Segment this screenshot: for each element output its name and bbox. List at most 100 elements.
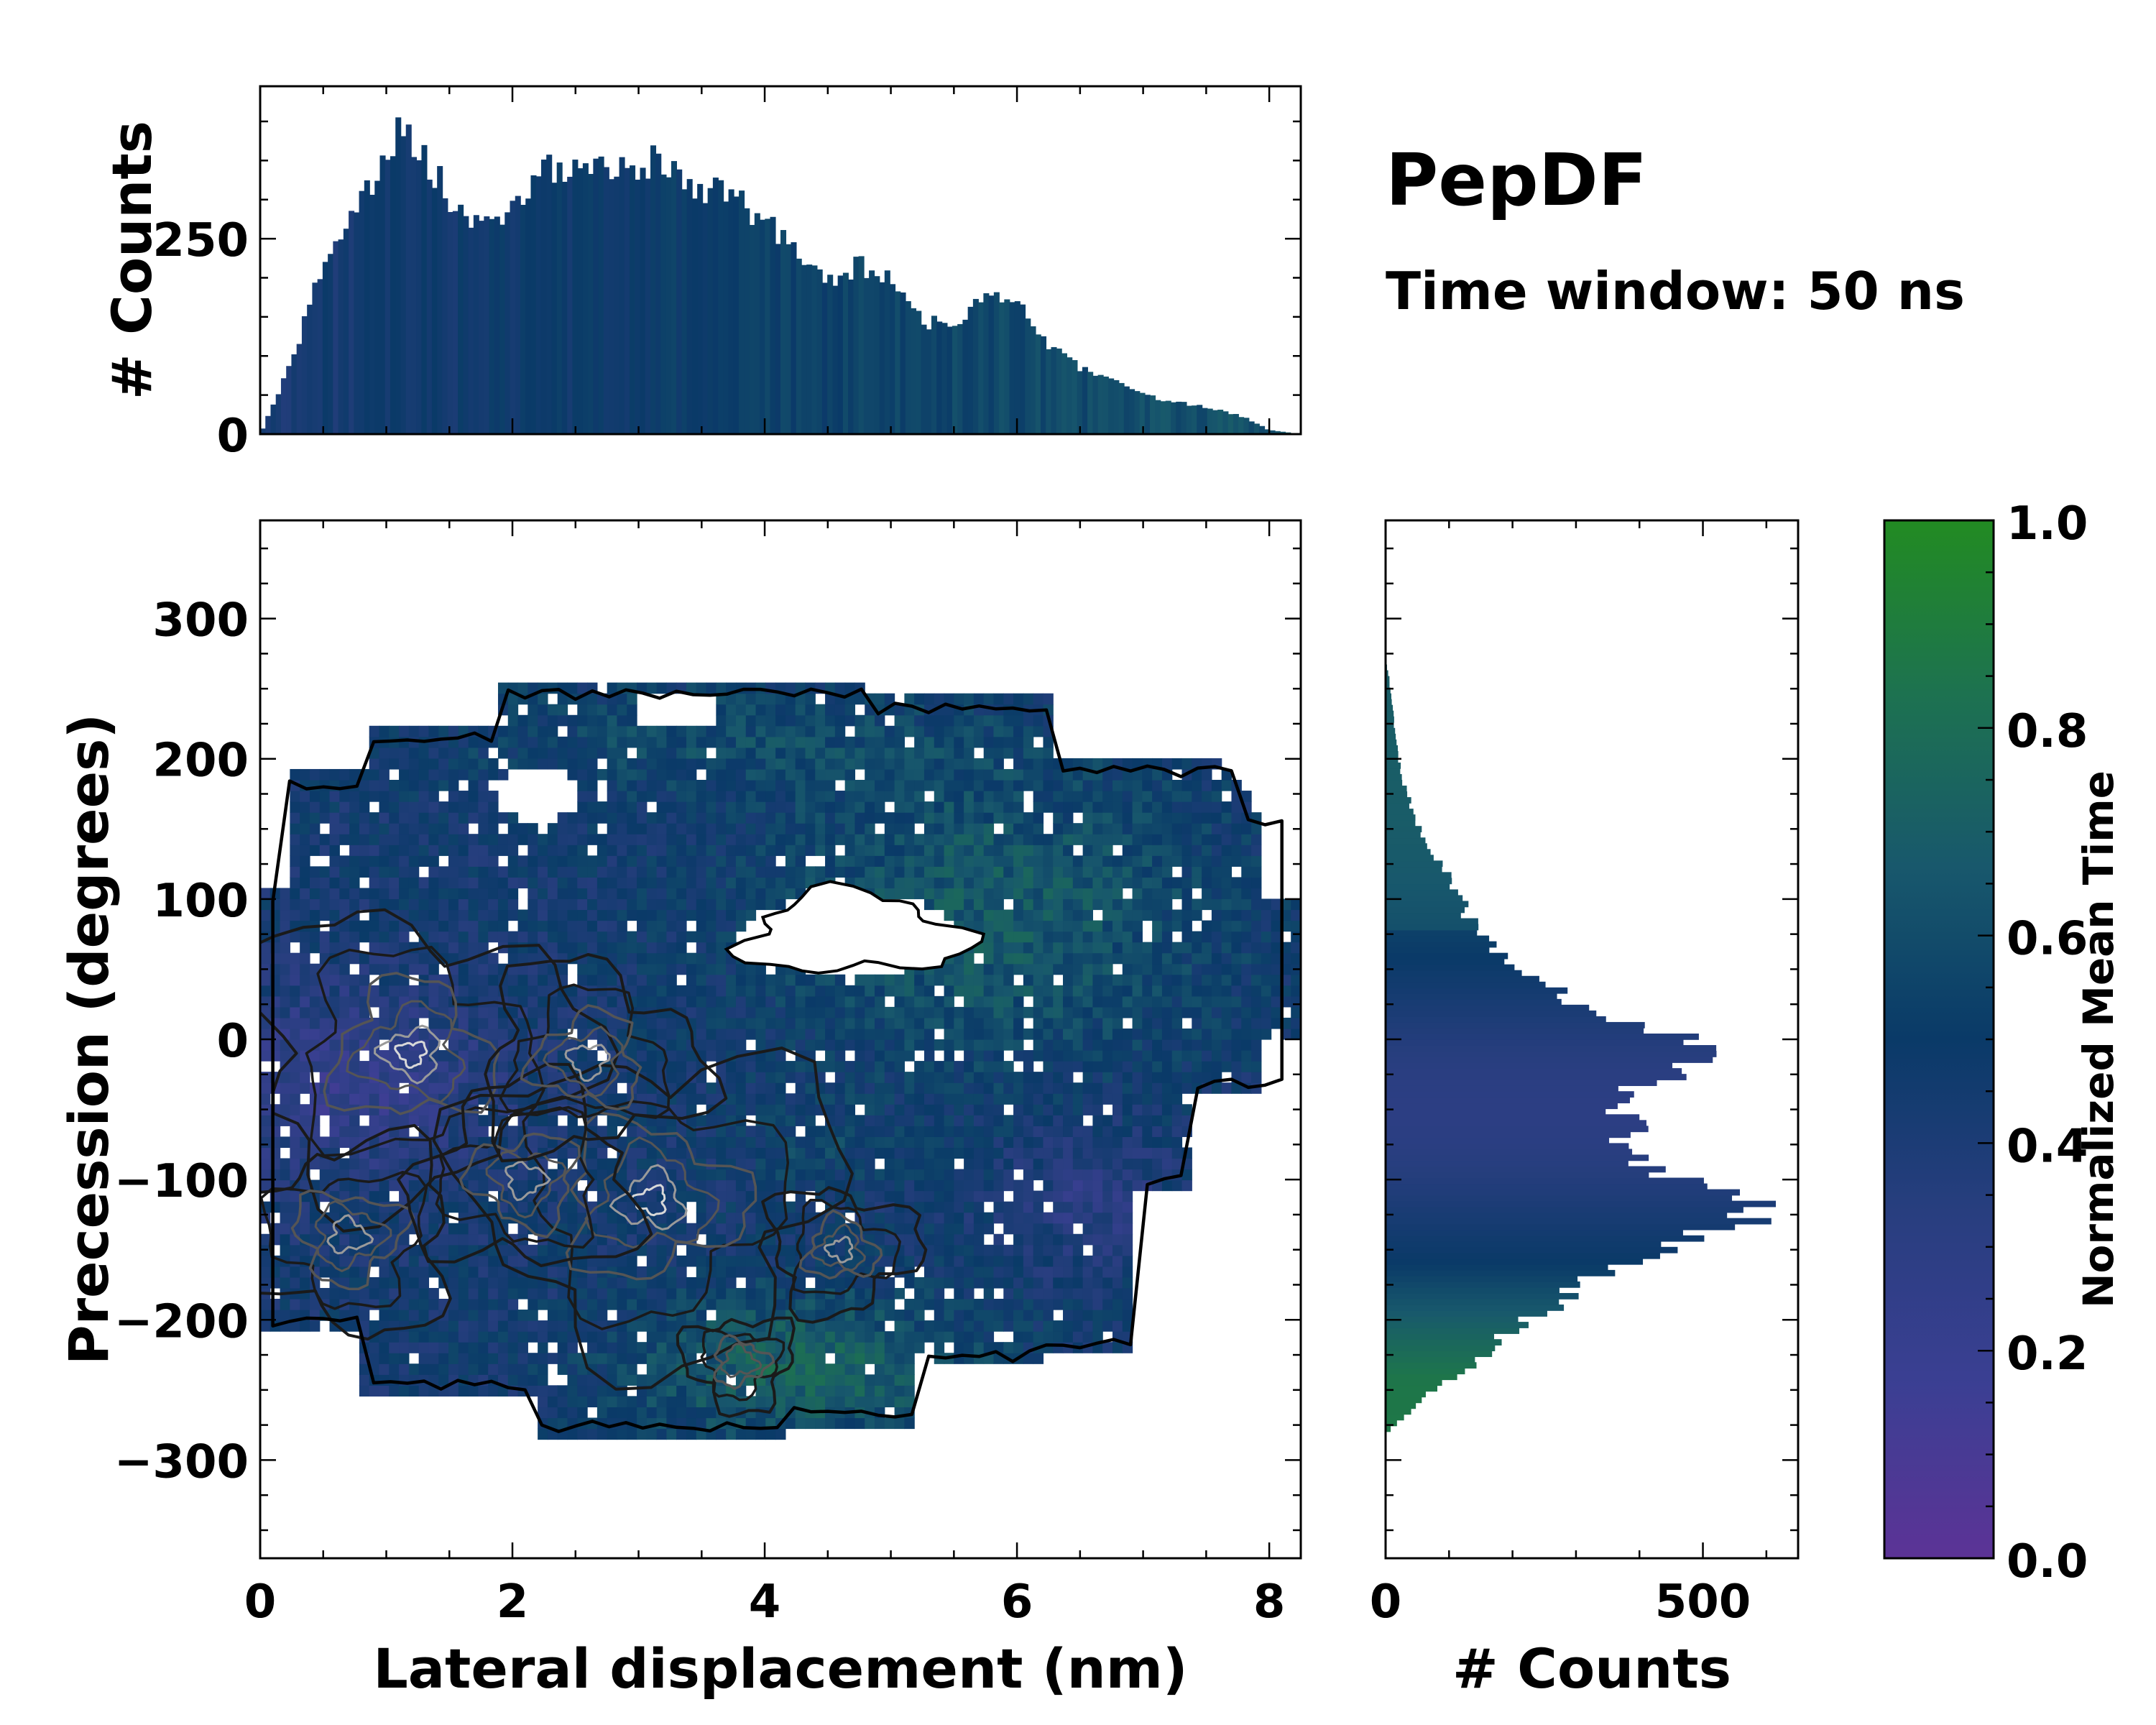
heatmap-cell	[726, 1299, 737, 1310]
top-histogram-bar	[390, 156, 397, 435]
heatmap-cell	[587, 693, 598, 705]
heatmap-cell	[280, 1276, 290, 1289]
heatmap-cell	[775, 1276, 786, 1289]
heatmap-cell	[944, 1050, 954, 1062]
heatmap-cell	[765, 823, 776, 834]
heatmap-cell	[944, 1017, 954, 1029]
heatmap-cell	[517, 1320, 528, 1332]
heatmap-cell	[627, 1407, 637, 1419]
heatmap-cell	[627, 1428, 637, 1440]
heatmap-cell	[339, 963, 350, 975]
heatmap-cell	[775, 823, 786, 834]
heatmap-cell	[448, 1233, 459, 1246]
heatmap-cell	[676, 1072, 687, 1083]
heatmap-cell	[716, 1039, 727, 1051]
heatmap-cell	[706, 942, 717, 954]
heatmap-cell	[964, 1287, 975, 1300]
heatmap-cell	[538, 693, 548, 705]
heatmap-cell	[923, 1039, 935, 1051]
heatmap-cell	[488, 1363, 499, 1375]
heatmap-cell	[538, 1396, 548, 1408]
heatmap-cell	[775, 1299, 786, 1310]
heatmap-cell	[497, 1374, 509, 1386]
heatmap-cell	[825, 1028, 836, 1040]
heatmap-cell	[448, 1299, 459, 1310]
heatmap-cell	[517, 974, 528, 986]
heatmap-cell	[617, 1331, 627, 1343]
top-histogram-bar	[510, 201, 516, 434]
heatmap-cell	[666, 1342, 677, 1353]
heatmap-cell	[964, 714, 975, 727]
heatmap-cell	[448, 1179, 459, 1192]
heatmap-cell	[587, 1331, 598, 1343]
heatmap-cell	[983, 1179, 995, 1192]
heatmap-cell	[993, 801, 1004, 813]
heatmap-cell	[904, 747, 915, 759]
heatmap-cell	[934, 1147, 945, 1159]
top-histogram-bar	[744, 208, 750, 434]
heatmap-cell	[745, 1266, 757, 1278]
heatmap-cell	[359, 1028, 370, 1040]
top-histogram-bar	[489, 218, 495, 434]
heatmap-cell	[716, 812, 727, 824]
heatmap-cell	[488, 1342, 499, 1353]
heatmap-cell	[1043, 952, 1054, 965]
heatmap-cell	[805, 866, 816, 878]
heatmap-cell	[567, 1342, 578, 1353]
heatmap-cell	[834, 985, 846, 997]
top-histogram-ytick-label: 250	[152, 214, 249, 267]
heatmap-cell	[795, 877, 806, 889]
heatmap-cell	[587, 1342, 598, 1353]
heatmap-cell	[716, 952, 727, 965]
heatmap-cell	[399, 1331, 410, 1343]
heatmap-cell	[339, 801, 350, 813]
heatmap-cell	[904, 1374, 915, 1386]
heatmap-cell	[834, 736, 846, 748]
top-histogram-bar	[858, 256, 865, 434]
heatmap-cell	[834, 1244, 846, 1256]
heatmap-cell	[379, 995, 390, 1008]
heatmap-cell	[825, 1104, 836, 1116]
heatmap-cell	[1043, 1276, 1054, 1289]
heatmap-cell	[775, 1082, 786, 1094]
heatmap-cell	[676, 1255, 687, 1267]
heatmap-cell	[656, 736, 668, 748]
heatmap-cell	[993, 974, 1004, 986]
heatmap-cell	[319, 1223, 331, 1235]
heatmap-cell	[646, 1299, 658, 1310]
heatmap-cell	[716, 1223, 727, 1235]
heatmap-cell	[418, 1363, 430, 1375]
top-histogram-bar	[1144, 395, 1151, 434]
heatmap-cell	[894, 1006, 905, 1018]
top-histogram-bar	[837, 275, 844, 434]
heatmap-cell	[815, 714, 826, 727]
heatmap-cell	[617, 747, 627, 759]
heatmap-cell	[755, 1061, 766, 1072]
heatmap-cell	[785, 1061, 796, 1072]
heatmap-cell	[369, 1299, 380, 1310]
heatmap-cell	[666, 1212, 677, 1224]
heatmap-cell	[834, 1061, 846, 1072]
top-histogram-bar	[322, 262, 328, 434]
heatmap-cell	[1003, 1126, 1014, 1137]
heatmap-cell	[954, 736, 964, 748]
heatmap-cell	[260, 1093, 271, 1105]
heatmap-cell	[944, 758, 954, 770]
heatmap-cell	[596, 812, 608, 824]
heatmap-cell	[468, 1287, 479, 1300]
heatmap-cell	[1053, 1147, 1064, 1159]
heatmap-cell	[468, 1320, 479, 1332]
heatmap-cell	[488, 866, 499, 878]
heatmap-cell	[923, 877, 935, 889]
heatmap-cell	[666, 1136, 677, 1149]
heatmap-cell	[359, 1310, 370, 1321]
heatmap-cell	[1003, 888, 1014, 900]
heatmap-cell	[646, 1342, 658, 1353]
heatmap-cell	[696, 1115, 707, 1126]
heatmap-cell	[468, 1331, 479, 1343]
heatmap-cell	[379, 1342, 390, 1353]
heatmap-cell	[557, 1266, 568, 1278]
heatmap-cell	[567, 1050, 578, 1062]
heatmap-cell	[765, 1158, 776, 1170]
heatmap-cell	[805, 1310, 816, 1321]
